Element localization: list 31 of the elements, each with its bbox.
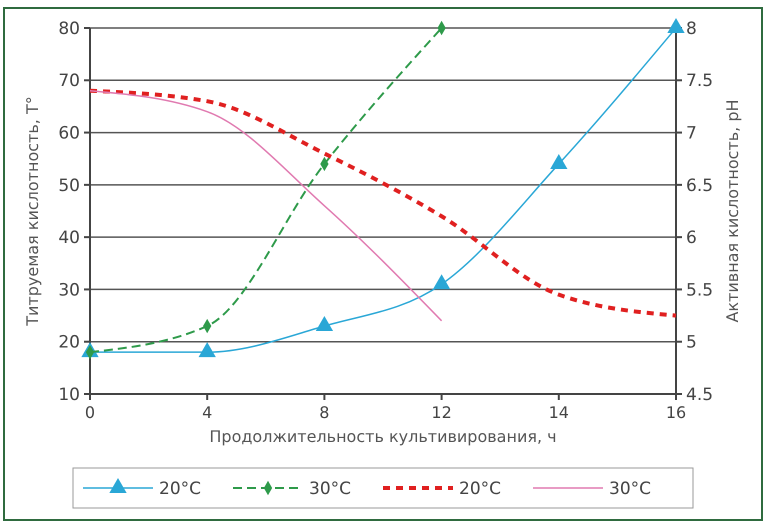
legend-label: 20°C — [459, 478, 502, 499]
y-tick-label: 20 — [58, 332, 80, 353]
legend-label: 30°C — [309, 478, 352, 499]
x-tick-label: 12 — [431, 403, 452, 422]
x-tick-label: 16 — [666, 403, 686, 422]
y2-tick-label: 4.5 — [686, 384, 714, 405]
y2-tick-label: 6 — [686, 228, 697, 248]
line-series — [88, 88, 678, 318]
y2-tick-label: 5.5 — [686, 280, 714, 300]
x-tick-label: 8 — [319, 403, 330, 422]
x-tick-label: 0 — [84, 403, 96, 422]
y-tick-label: 30 — [58, 280, 80, 300]
y2-axis-title: Активная кислотность, pH — [723, 99, 742, 323]
y2-tick-label: 7 — [686, 124, 697, 144]
legend-label: 30°C — [609, 478, 652, 499]
y-tick-label: 60 — [58, 124, 80, 144]
x-tick-label: 4 — [202, 403, 212, 422]
x-axis-title: Продолжительность культивирования, ч — [209, 427, 557, 446]
y2-tick-label: 5 — [686, 332, 697, 353]
y-tick-label: 50 — [58, 176, 80, 196]
y-tick-label: 80 — [58, 18, 80, 39]
line-series — [89, 90, 442, 322]
y-tick-label: 70 — [58, 71, 80, 92]
y-tick-label: 10 — [58, 384, 80, 405]
x-tick-label: 14 — [548, 403, 569, 422]
y2-tick-label: 6.5 — [686, 176, 714, 196]
y2-tick-label: 7.5 — [686, 71, 714, 92]
y-tick-label: 40 — [58, 228, 80, 248]
y-axis-title: Титруемая кислотность, Т° — [23, 96, 42, 327]
y2-tick-label: 8 — [686, 18, 697, 39]
legend-label: 20°C — [159, 478, 202, 499]
